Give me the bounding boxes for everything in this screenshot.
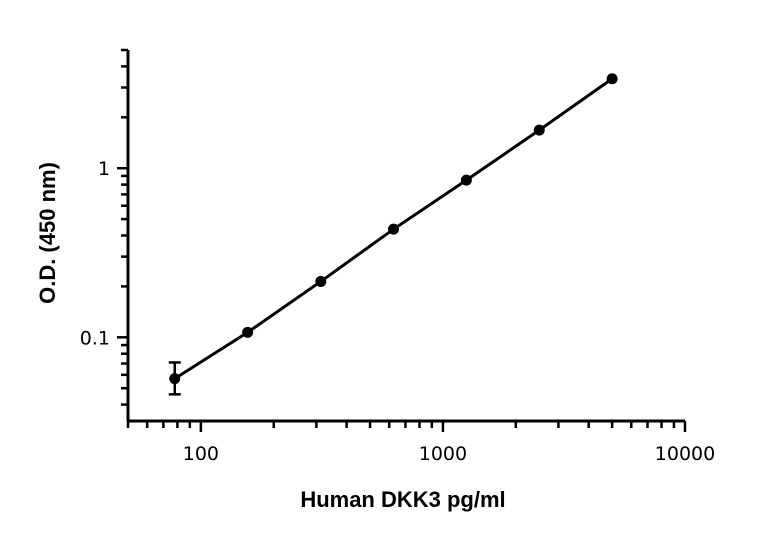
data-point <box>460 174 472 186</box>
data-point <box>388 223 400 235</box>
x-tick-label: 10000 <box>655 443 715 465</box>
data-point <box>242 326 254 338</box>
data-point <box>606 73 618 85</box>
y-axis-title: O.D. (450 nm) <box>35 162 60 304</box>
y-ticks: 0.11 <box>80 48 128 406</box>
data-points <box>168 73 618 396</box>
x-tick-label: 100 <box>183 443 219 465</box>
y-tick-label: 1 <box>98 158 110 180</box>
axes: 100 1000 10000 0.11 <box>80 48 715 465</box>
x-tick-label: 1000 <box>419 443 467 465</box>
x-ticks: 100 1000 10000 <box>126 421 715 465</box>
data-point <box>315 275 327 287</box>
data-point <box>169 373 181 385</box>
x-axis-title: Human DKK3 pg/ml <box>300 487 505 512</box>
data-point <box>533 124 545 136</box>
y-tick-label: 0.1 <box>80 327 110 349</box>
